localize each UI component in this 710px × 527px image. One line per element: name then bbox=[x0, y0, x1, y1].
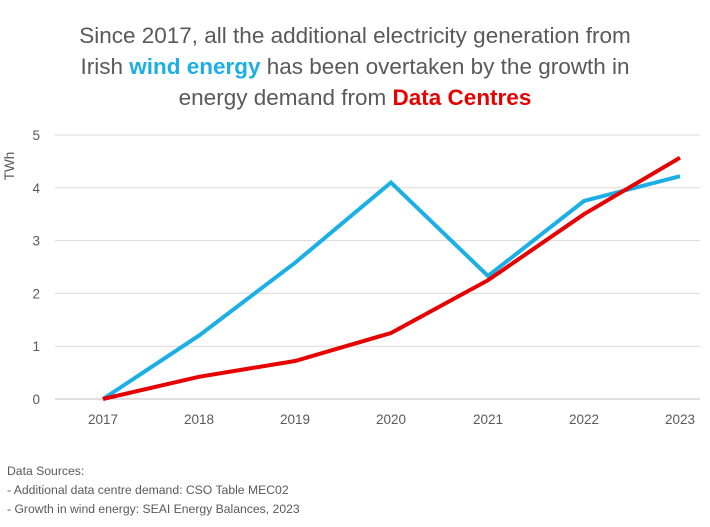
x-tick-label: 2021 bbox=[473, 412, 503, 427]
x-tick-label: 2023 bbox=[665, 412, 695, 427]
chart-title: Since 2017, all the additional electrici… bbox=[0, 20, 710, 113]
chart-title-line2-prefix: Irish bbox=[80, 54, 130, 79]
y-tick-label: 2 bbox=[32, 286, 40, 301]
x-tick-label: 2017 bbox=[88, 412, 118, 427]
y-tick-label: 3 bbox=[32, 234, 40, 249]
y-tick-label: 4 bbox=[32, 181, 40, 196]
series-lines bbox=[101, 155, 682, 401]
y-tick-label: 5 bbox=[32, 128, 40, 143]
x-tick-label: 2018 bbox=[184, 412, 214, 427]
chart-title-wind-energy: wind energy bbox=[129, 54, 261, 79]
y-axis-label: TWh bbox=[2, 152, 17, 181]
x-tick-label: 2022 bbox=[569, 412, 599, 427]
chart-title-line3-prefix: energy demand from bbox=[178, 85, 393, 110]
data-sources-heading: Data Sources: bbox=[7, 464, 85, 478]
x-tick-label: 2020 bbox=[376, 412, 406, 427]
series-line-data-centres bbox=[102, 155, 682, 401]
axes: 0 1 2 3 4 5 2017 2018 2019 2020 2021 2022 2023 TWh bbox=[2, 128, 700, 427]
y-tick-label: 0 bbox=[32, 392, 40, 407]
data-source-data-centre: - Additional data centre demand: CSO Tab… bbox=[7, 483, 289, 497]
chart-title-data-centres: Data Centres bbox=[392, 85, 532, 110]
data-sources-note: Data Sources: - Additional data centre d… bbox=[7, 462, 300, 519]
x-tick-label: 2019 bbox=[280, 412, 310, 427]
gridlines bbox=[55, 134, 700, 347]
chart-title-line1: Since 2017, all the additional electrici… bbox=[79, 23, 631, 48]
chart-title-line2-suffix: has been overtaken by the growth in bbox=[260, 54, 630, 79]
data-source-wind: - Growth in wind energy: SEAI Energy Bal… bbox=[7, 502, 300, 516]
series-line-wind-energy bbox=[101, 174, 681, 401]
y-tick-label: 1 bbox=[32, 339, 40, 354]
